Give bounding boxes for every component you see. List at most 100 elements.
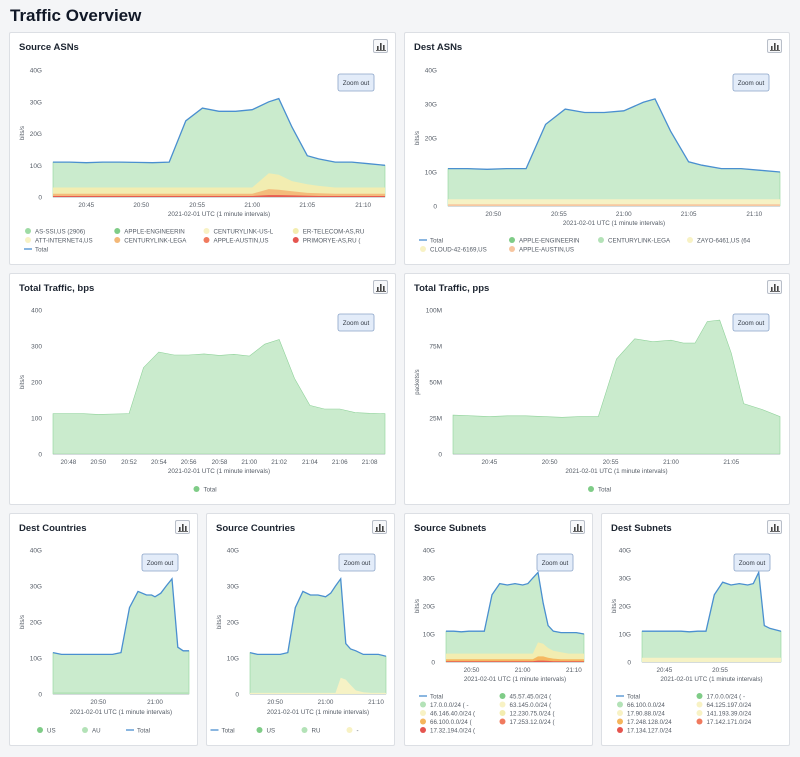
legend-item[interactable]: 12.230.75.0/24 ( — [499, 710, 556, 718]
legend-item[interactable]: APPLE-ENGINEERIN — [509, 237, 580, 245]
legend-item[interactable]: CENTURYLINK-US-L — [203, 228, 274, 236]
x-tick-label: 20:45 — [656, 667, 672, 674]
svg-text:Zoom out: Zoom out — [343, 80, 370, 87]
legend-item[interactable]: 17.90.88.0/24 — [617, 710, 665, 718]
legend-item[interactable]: 17.142.171.0/24 — [696, 718, 752, 727]
zoom-out-button[interactable]: Zoom out — [338, 553, 376, 572]
bar-chart-icon — [376, 284, 386, 292]
legend-item[interactable]: 17.134.127.0/24 — [617, 727, 672, 735]
legend-item[interactable]: Total — [419, 238, 443, 245]
legend-item[interactable]: PRIMORYE-AS,RU ( — [292, 237, 362, 245]
legend-item[interactable]: APPLE-AUSTIN,US — [509, 246, 574, 254]
chart-options-button[interactable] — [767, 280, 782, 294]
x-tick-label: 21:05 — [681, 211, 697, 218]
panel-title: Source ASNs — [19, 42, 79, 53]
series-line-total — [446, 570, 585, 635]
legend-item[interactable]: 17.248.128.0/24 — [617, 718, 672, 727]
legend-item[interactable]: 66.100.0.0/24 — [617, 701, 665, 710]
legend-item[interactable]: 141.193.39.0/24 — [696, 710, 752, 718]
legend-item[interactable]: 45.57.45.0/24 ( — [499, 693, 553, 701]
y-tick-label: 30G — [425, 102, 437, 109]
svg-text:APPLE-ENGINEERIN: APPLE-ENGINEERIN — [124, 229, 185, 236]
y-tick-label: 0 — [235, 692, 239, 699]
legend-item[interactable]: Total — [616, 694, 640, 701]
zoom-out-button[interactable]: Zoom out — [732, 73, 770, 92]
legend-item[interactable]: 66.100.0.0/24 ( — [420, 718, 473, 727]
legend-item[interactable]: CLOUD-42-6169,US — [420, 246, 487, 254]
y-tick-label: 10G — [227, 656, 239, 663]
chart-options-button[interactable] — [372, 520, 387, 534]
chart-options-button[interactable] — [767, 39, 782, 53]
legend-item[interactable]: Total — [210, 728, 235, 735]
chart-options-button[interactable] — [373, 39, 388, 53]
svg-text:Total: Total — [430, 694, 443, 701]
x-tick-label: 20:56 — [181, 459, 197, 466]
x-tick-label: 20:55 — [712, 667, 728, 674]
y-tick-label: 0 — [431, 660, 435, 667]
legend-item[interactable]: ER-TELECOM-AS,RU — [292, 228, 365, 236]
svg-text:Total: Total — [35, 247, 48, 254]
legend-item[interactable]: 64.125.197.0/24 — [696, 701, 752, 710]
source-countries-chart: 40G 30G 20G 10G 0 bits/s 20:50 21:00 21:10 2021-0… — [210, 548, 387, 735]
legend-item[interactable]: APPLE-ENGINEERIN — [114, 228, 185, 236]
x-tick-label: 20:50 — [133, 202, 149, 209]
svg-text:17.248.128.0/24: 17.248.128.0/24 — [627, 719, 672, 726]
legend-item[interactable]: 17.0.0.0/24 ( - — [420, 701, 469, 710]
x-axis-caption: 2021-02-01 UTC (1 minute intervals) — [267, 709, 369, 716]
legend-item[interactable]: AS-SSI,US (2906) — [25, 228, 85, 236]
svg-text:Total: Total — [627, 694, 640, 701]
legend-item[interactable]: Total — [24, 247, 48, 254]
chart-options-button[interactable] — [767, 520, 782, 534]
legend-item[interactable]: CENTURYLINK-LEGA — [598, 237, 671, 245]
x-tick-label: 20:55 — [603, 459, 619, 466]
svg-text:Zoom out: Zoom out — [738, 80, 765, 87]
y-tick-label: 30G — [423, 576, 435, 583]
total-traffic-pps-chart: 100M 75M 50M 25M 0 packets/s 20:45 20:50 20:55 21… — [415, 308, 781, 494]
source-countries-panel: Source Countries 40G 30G 20G 10G 0 bits/s 20:50… — [206, 513, 395, 746]
chart-options-button[interactable] — [175, 520, 190, 534]
zoom-out-button[interactable]: Zoom out — [337, 313, 375, 332]
legend-item[interactable]: 63.145.0.0/24 ( — [499, 701, 553, 710]
x-tick-label: 21:10 — [368, 699, 384, 706]
legend-item[interactable]: 17.253.12.0/24 ( — [499, 718, 556, 727]
legend-item[interactable]: US — [256, 727, 276, 735]
legend-item[interactable]: 17.32.194.0/24 ( — [420, 727, 476, 735]
legend-item[interactable]: APPLE-AUSTIN,US — [203, 237, 269, 245]
chart-options-button[interactable] — [373, 280, 388, 294]
svg-text:-: - — [357, 728, 359, 735]
zoom-out-button[interactable]: Zoom out — [732, 313, 770, 332]
legend-item[interactable]: Total — [126, 728, 150, 735]
legend-item[interactable]: CENTURYLINK-LEGA — [114, 237, 187, 245]
legend-item[interactable]: - — [346, 727, 359, 735]
y-axis-label: packets/s — [415, 369, 421, 394]
x-tick-label: 21:05 — [299, 202, 315, 209]
y-tick-label: 50M — [429, 380, 442, 387]
legend-item[interactable]: Total — [193, 486, 217, 494]
y-tick-label: 30G — [227, 584, 239, 591]
legend-item[interactable]: Total — [588, 486, 611, 494]
y-axis-label: bits/s — [20, 126, 26, 140]
y-tick-label: 200 — [31, 380, 42, 387]
zoom-out-button[interactable]: Zoom out — [536, 553, 574, 572]
series-area-stack — [52, 98, 386, 198]
zoom-out-button[interactable]: Zoom out — [141, 553, 179, 572]
svg-text:Zoom out: Zoom out — [344, 560, 371, 567]
legend-item[interactable]: US — [37, 727, 56, 735]
y-tick-label: 30G — [30, 99, 42, 106]
zoom-out-button[interactable]: Zoom out — [733, 553, 771, 572]
legend-item[interactable]: RU — [301, 727, 321, 735]
legend-item[interactable]: 17.0.0.0/24 ( - — [696, 693, 746, 701]
series-area-stack — [445, 571, 585, 663]
x-axis-caption: 2021-02-01 UTC (1 minute intervals) — [660, 676, 762, 683]
series-line-total — [642, 570, 782, 633]
legend-item[interactable]: Total — [419, 694, 443, 701]
zoom-out-button[interactable]: Zoom out — [337, 73, 375, 92]
legend-item[interactable]: ZAYO-6461,US (64 — [687, 237, 751, 245]
legend-item[interactable]: 46.146.40.0/24 ( — [420, 710, 476, 718]
x-tick-label: 20:58 — [212, 459, 228, 466]
legend-item[interactable]: AU — [82, 727, 101, 735]
svg-text:Zoom out: Zoom out — [739, 560, 766, 567]
y-tick-label: 20G — [423, 604, 435, 611]
legend-item[interactable]: ATT-INTERNET4,US — [25, 237, 93, 245]
chart-options-button[interactable] — [570, 520, 585, 534]
